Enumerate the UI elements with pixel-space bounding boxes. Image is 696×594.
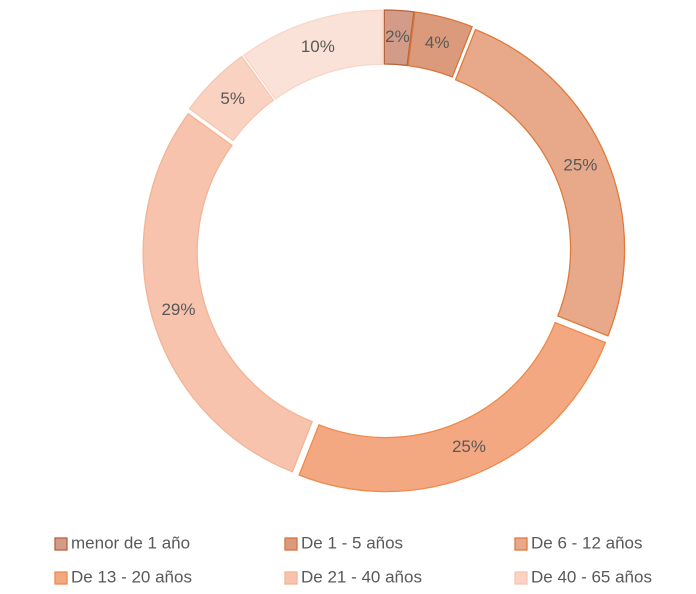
data-label: 4% xyxy=(425,33,450,52)
data-label: 10% xyxy=(301,37,335,56)
legend-swatch xyxy=(54,537,68,551)
slice xyxy=(142,112,314,473)
legend-label: De 40 - 65 años xyxy=(531,567,652,586)
legend-label: De 21 - 40 años xyxy=(301,567,422,586)
legend-swatch xyxy=(514,537,528,551)
legend-label: De 13 - 20 años xyxy=(71,567,192,586)
data-label: 2% xyxy=(385,27,410,46)
slice xyxy=(407,11,473,78)
data-label: 25% xyxy=(563,155,597,174)
legend-label: De 6 - 12 años xyxy=(531,533,643,552)
legend-swatch xyxy=(284,537,298,551)
slice xyxy=(298,321,607,493)
legend-label: menor de 1 año xyxy=(71,533,190,552)
legend-swatch xyxy=(514,571,528,585)
data-label: 29% xyxy=(161,300,195,319)
legend-swatch xyxy=(54,571,68,585)
data-label: 5% xyxy=(220,89,245,108)
slice xyxy=(242,9,384,100)
legend-label: De 1 - 5 años xyxy=(301,533,403,552)
slice xyxy=(383,9,415,67)
legend-swatch xyxy=(284,571,298,585)
data-label: 25% xyxy=(452,437,486,456)
slice xyxy=(454,28,626,337)
slice xyxy=(188,55,275,142)
